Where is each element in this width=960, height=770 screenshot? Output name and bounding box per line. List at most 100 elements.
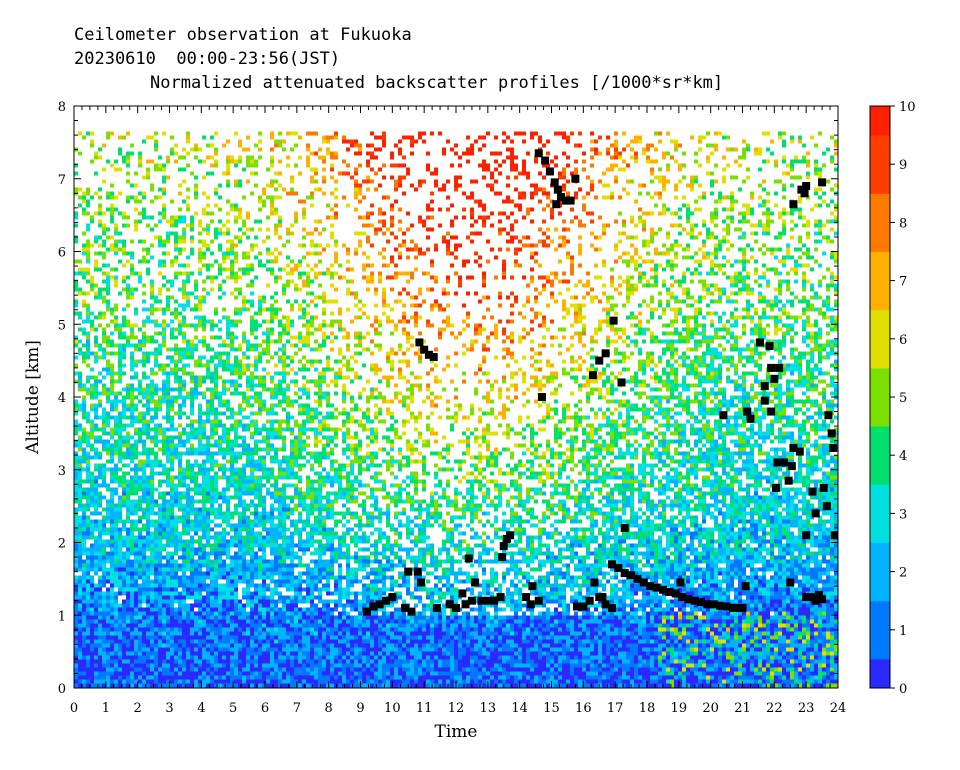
colorbar-segment bbox=[870, 280, 890, 291]
cloud-base-marker bbox=[557, 192, 566, 201]
cloud-base-marker bbox=[818, 595, 827, 604]
x-tick-label: 10 bbox=[384, 701, 401, 716]
colorbar-segment bbox=[870, 338, 890, 349]
cloud-base-marker bbox=[775, 363, 784, 372]
cloud-base-marker bbox=[652, 583, 661, 592]
cloud-base-marker bbox=[445, 600, 454, 609]
colorbar-segment bbox=[870, 591, 890, 602]
cloud-base-marker bbox=[598, 593, 607, 602]
x-tick-label: 8 bbox=[325, 701, 333, 716]
x-tick-label: 9 bbox=[356, 701, 364, 716]
cloud-base-marker bbox=[369, 602, 378, 611]
cloud-base-marker bbox=[802, 531, 811, 540]
colorbar-segment bbox=[870, 164, 890, 175]
colorbar-segment bbox=[870, 270, 890, 282]
cloud-base-marker bbox=[571, 174, 580, 183]
cloud-base-marker bbox=[498, 553, 507, 562]
x-tick-label: 14 bbox=[511, 701, 528, 716]
colorbar-segment bbox=[870, 173, 890, 185]
x-tick-label: 7 bbox=[293, 701, 301, 716]
cloud-base-marker bbox=[814, 590, 823, 599]
cloud-base-marker bbox=[709, 600, 718, 609]
y-tick-label: 2 bbox=[58, 537, 66, 552]
cloud-base-marker bbox=[496, 593, 505, 602]
colorbar-segment bbox=[870, 620, 890, 631]
cloud-base-marker bbox=[550, 178, 559, 187]
cloud-base-marker bbox=[795, 447, 804, 456]
cloud-base-marker bbox=[627, 571, 636, 580]
cloud-base-marker bbox=[722, 602, 731, 611]
colorbar-tick-label: 2 bbox=[899, 566, 907, 581]
cloud-base-marker bbox=[665, 587, 674, 596]
colorbar-segment bbox=[870, 445, 890, 456]
cloud-base-marker bbox=[588, 371, 597, 380]
cloud-base-marker bbox=[467, 596, 476, 605]
colorbar-segment bbox=[870, 503, 890, 514]
x-tick-label: 15 bbox=[543, 701, 560, 716]
y-tick-label: 5 bbox=[58, 318, 66, 333]
cloud-base-marker bbox=[808, 487, 817, 496]
colorbar-segment bbox=[870, 319, 890, 330]
colorbar-tick-label: 9 bbox=[899, 158, 907, 173]
cloud-base-marker bbox=[697, 598, 706, 607]
cloud-base-marker bbox=[811, 509, 820, 518]
x-tick-label: 3 bbox=[165, 701, 173, 716]
cloud-base-marker bbox=[490, 596, 499, 605]
cloud-base-marker bbox=[381, 596, 390, 605]
x-axis-title: Time bbox=[435, 722, 478, 742]
cloud-base-marker bbox=[579, 602, 588, 611]
colorbar-segment bbox=[870, 639, 890, 650]
cloud-base-marker bbox=[684, 595, 693, 604]
colorbar-segment bbox=[870, 600, 890, 611]
colorbar-segment bbox=[870, 523, 890, 534]
cloud-base-marker bbox=[362, 607, 371, 616]
cloud-base-marker bbox=[452, 603, 460, 612]
colorbar-segment bbox=[870, 387, 890, 398]
cloud-base-marker bbox=[534, 149, 543, 158]
y-axis-title: Altitude [km] bbox=[23, 340, 43, 455]
x-tick-label: 6 bbox=[261, 701, 269, 716]
cloud-base-marker bbox=[830, 531, 838, 540]
colorbar-segment bbox=[870, 300, 890, 311]
colorbar-segment bbox=[870, 251, 890, 262]
x-tick-label: 24 bbox=[830, 701, 847, 716]
cloud-base-marker bbox=[767, 363, 776, 372]
cloud-base-marker bbox=[601, 349, 610, 358]
colorbar-tick-label: 5 bbox=[899, 391, 907, 406]
colorbar-segment bbox=[870, 367, 890, 379]
colorbar-tick-label: 8 bbox=[899, 216, 907, 231]
colorbar-segment bbox=[870, 154, 890, 165]
cloud-base-marker bbox=[528, 582, 537, 591]
colorbar-tick-label: 3 bbox=[899, 507, 907, 522]
cloud-base-marker bbox=[506, 531, 515, 540]
cloud-base-marker bbox=[609, 316, 618, 325]
colorbar-tick-label: 0 bbox=[899, 682, 907, 697]
cloud-base-marker bbox=[676, 578, 685, 587]
colorbar-segment bbox=[870, 406, 890, 417]
colorbar-segment bbox=[870, 552, 890, 563]
cloud-base-marker bbox=[767, 407, 776, 416]
colorbar-segment bbox=[870, 416, 890, 427]
colorbar-segment bbox=[870, 629, 890, 640]
colorbar-segment bbox=[870, 426, 890, 437]
cloud-base-marker bbox=[633, 574, 642, 583]
colorbar-tick-label: 1 bbox=[899, 624, 907, 639]
colorbar-segment bbox=[870, 668, 890, 679]
cloud-base-marker bbox=[424, 350, 433, 359]
colorbar-segment bbox=[870, 193, 890, 204]
cloud-base-marker bbox=[526, 600, 535, 609]
colorbar-segment bbox=[870, 222, 890, 233]
y-tick-label: 0 bbox=[58, 682, 66, 697]
colorbar-tick-label: 4 bbox=[899, 449, 907, 464]
colorbar-segment bbox=[870, 135, 890, 146]
cloud-base-marker bbox=[746, 414, 755, 423]
cloud-base-marker bbox=[779, 458, 788, 467]
x-tick-label: 16 bbox=[575, 701, 592, 716]
cloud-base-marker bbox=[375, 600, 384, 609]
cloud-base-marker bbox=[483, 596, 492, 605]
colorbar-tick-label: 10 bbox=[899, 100, 916, 115]
cloud-base-marker bbox=[719, 411, 728, 420]
cloud-base-marker bbox=[607, 560, 616, 569]
colorbar-segment bbox=[870, 232, 890, 243]
colorbar-segment bbox=[870, 610, 890, 621]
